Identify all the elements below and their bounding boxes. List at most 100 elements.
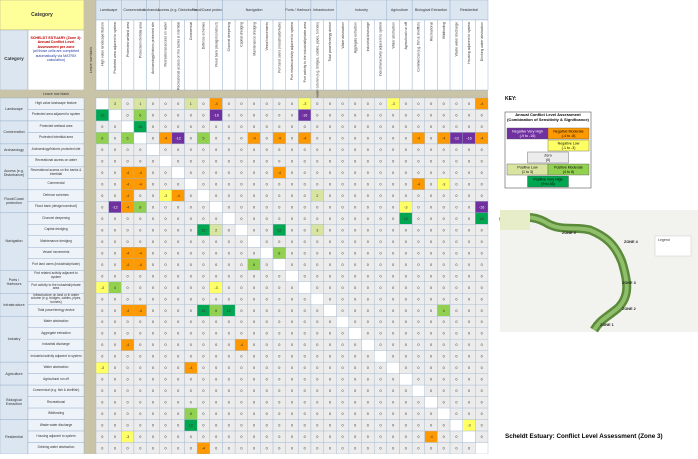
cell-value: 0 — [240, 102, 242, 106]
cell-value: 0 — [202, 297, 204, 301]
cell-value: 2 — [316, 194, 318, 198]
cell-value: 0 — [291, 286, 293, 290]
cell-value: 0 — [468, 251, 470, 255]
cell-value: 0 — [164, 366, 166, 370]
cell-value: 0 — [342, 228, 344, 232]
cell-value: -3 — [164, 194, 167, 198]
cell-value: 0 — [342, 355, 344, 359]
cell-value: 0 — [455, 286, 457, 290]
cell-value: 0 — [468, 378, 470, 382]
cell-value: 0 — [405, 251, 407, 255]
cell-value: 0 — [278, 217, 280, 221]
cell-value: 0 — [316, 182, 318, 186]
cell-value: -4 — [240, 343, 243, 347]
cell-value: 0 — [190, 125, 192, 129]
cell-value: 0 — [127, 297, 129, 301]
row-label: Industrial discharge — [42, 342, 70, 347]
cell-value: 0 — [114, 125, 116, 129]
cell-value: 0 — [253, 251, 255, 255]
cell-value: 0 — [443, 102, 445, 106]
cell-value: 0 — [304, 366, 306, 370]
cell-value: 0 — [481, 389, 483, 393]
row-label: Port activity to the industrial/private … — [31, 282, 81, 291]
cell-value: 0 — [468, 171, 470, 175]
cell-value: 0 — [101, 447, 103, 451]
cell-value: 0 — [468, 125, 470, 129]
cell-value: 0 — [329, 424, 331, 428]
cell-value: 0 — [392, 228, 394, 232]
cell-value: 0 — [139, 194, 141, 198]
cell-value: 0 — [392, 274, 394, 278]
cell-value: 0 — [316, 355, 318, 359]
cell-value: 0 — [443, 148, 445, 152]
cell-value: 0 — [202, 102, 204, 106]
cell-value: 0 — [278, 343, 280, 347]
cell-value: 0 — [177, 435, 179, 439]
cell-value: 0 — [481, 320, 483, 324]
cell-value: 0 — [379, 102, 381, 106]
cell-value: 0 — [291, 447, 293, 451]
category-label: Category — [4, 56, 24, 61]
cell-value: 0 — [177, 125, 179, 129]
cell-value: 0 — [202, 251, 204, 255]
cell-value: 0 — [202, 389, 204, 393]
cell-value: 0 — [468, 205, 470, 209]
cell-value: 0 — [240, 240, 242, 244]
cell-value: 0 — [114, 194, 116, 198]
cell-value: 0 — [177, 320, 179, 324]
cell-value: 0 — [455, 114, 457, 118]
cell-value: 0 — [190, 309, 192, 313]
cell-value: -3 — [467, 424, 470, 428]
cell-value: 0 — [291, 171, 293, 175]
cell-value: 0 — [253, 447, 255, 451]
cell-value: 0 — [367, 286, 369, 290]
column-header: Tidal power/energy device — [328, 22, 332, 62]
cell-value: 0 — [278, 240, 280, 244]
cell-value: 0 — [101, 217, 103, 221]
cell-value: 0 — [177, 378, 179, 382]
cell-value: 0 — [342, 159, 344, 163]
cell-value: 0 — [455, 194, 457, 198]
cell-value: 0 — [202, 320, 204, 324]
cell-value: 0 — [266, 171, 268, 175]
cell-value: 0 — [215, 125, 217, 129]
row-label: Flood bank (design/construct) — [35, 204, 77, 209]
cell-value: 0 — [101, 389, 103, 393]
cell-value: 0 — [278, 159, 280, 163]
cell-value: -4 — [252, 136, 255, 140]
cell-value: 1 — [139, 102, 141, 106]
cell-value: 0 — [367, 424, 369, 428]
category-label-box: Archaeology — [4, 148, 24, 152]
cell-value: 0 — [443, 332, 445, 336]
cell-value: -4 — [278, 171, 281, 175]
cell-value: 0 — [367, 320, 369, 324]
cell-value: 0 — [392, 148, 394, 152]
cell-value: 0 — [177, 355, 179, 359]
category-name: Access (e.g. Disturbance) — [3, 168, 25, 177]
cell-value: 0 — [342, 136, 344, 140]
cell-value: 0 — [392, 389, 394, 393]
cell-value: 0 — [152, 389, 154, 393]
cell-value: 0 — [164, 286, 166, 290]
cell-value: 0 — [392, 240, 394, 244]
cell-value: 0 — [215, 343, 217, 347]
cell-value: 0 — [177, 274, 179, 278]
cell-value: 0 — [215, 378, 217, 382]
cell-value: 0 — [468, 309, 470, 313]
cell-value: 0 — [152, 240, 154, 244]
cell-value: 0 — [455, 366, 457, 370]
cell-value: 0 — [114, 366, 116, 370]
cell-value: 0 — [304, 251, 306, 255]
cell-value: 0 — [443, 378, 445, 382]
column-header: Drinking water abstraction — [480, 22, 484, 61]
cell — [234, 224, 248, 236]
cell-value: 0 — [253, 217, 255, 221]
category-cell — [0, 384, 29, 420]
cell-value: 0 — [114, 240, 116, 244]
cell-value: 0 — [215, 412, 217, 416]
cell-value: 0 — [228, 447, 230, 451]
cell-value: 0 — [342, 251, 344, 255]
cell-value: 0 — [304, 309, 306, 313]
cell-value: 0 — [379, 125, 381, 129]
cell — [95, 97, 109, 110]
